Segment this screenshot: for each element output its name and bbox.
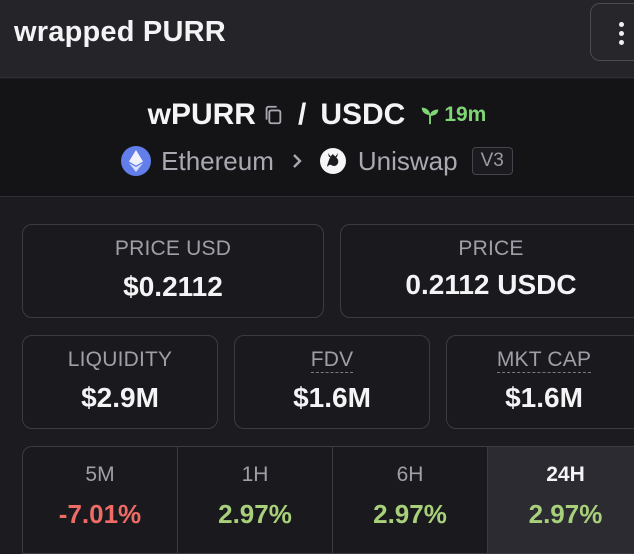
price-value: 0.2112 USDC bbox=[405, 269, 577, 300]
quote-token-symbol: USDC bbox=[320, 98, 406, 131]
price-usd-value: $0.2112 bbox=[123, 271, 223, 302]
timeframe-label: 5M bbox=[85, 463, 115, 486]
fdv-value: $1.6M bbox=[293, 382, 371, 413]
timeframe-6h[interactable]: 6H 2.97% bbox=[333, 447, 488, 553]
fdv-label-text[interactable]: FDV bbox=[310, 348, 354, 373]
market-cap-label-text[interactable]: MKT CAP bbox=[496, 348, 592, 373]
liquidity-card: LIQUIDITY $2.9M bbox=[22, 335, 218, 429]
kebab-menu-icon bbox=[619, 22, 625, 46]
timeframe-24h[interactable]: 24H 2.97% bbox=[488, 447, 634, 553]
fdv-label: FDV bbox=[235, 348, 429, 373]
price-usd-card: PRICE USD $0.2112 bbox=[22, 224, 324, 318]
timeframe-label: 6H bbox=[396, 463, 424, 486]
timeframe-5m[interactable]: 5M -7.01% bbox=[23, 447, 178, 553]
timeframe-label: 1H bbox=[241, 463, 269, 486]
more-options-button[interactable] bbox=[590, 3, 634, 61]
pair-separator: / bbox=[297, 98, 307, 131]
chain-name[interactable]: Ethereum bbox=[161, 145, 274, 176]
pair-age: 19m bbox=[419, 103, 486, 127]
price-card: PRICE 0.2112 USDC bbox=[340, 224, 634, 318]
price-label: PRICE bbox=[458, 237, 524, 260]
ethereum-icon bbox=[121, 146, 152, 176]
market-cap-card[interactable]: MKT CAP $1.6M bbox=[446, 335, 634, 429]
timeframe-label: 24H bbox=[546, 463, 585, 486]
price-usd-label: PRICE USD bbox=[114, 237, 232, 260]
seedling-icon bbox=[422, 107, 439, 125]
pair-info: wPURR / USDC 19m Ethereum bbox=[0, 79, 634, 197]
liquidity-value: $2.9M bbox=[81, 382, 159, 413]
market-cap-value: $1.6M bbox=[505, 382, 583, 413]
copy-icon[interactable] bbox=[262, 104, 284, 126]
timeframe-change: 2.97% bbox=[373, 499, 447, 529]
pair-age-value: 19m bbox=[444, 103, 487, 126]
token-header: wrapped PURR bbox=[0, 0, 634, 78]
fdv-card[interactable]: FDV $1.6M bbox=[234, 335, 430, 429]
base-token-symbol: wPURR bbox=[147, 98, 256, 131]
token-title: wrapped PURR bbox=[14, 16, 226, 48]
timeframe-change: -7.01% bbox=[58, 499, 142, 529]
liquidity-label: LIQUIDITY bbox=[67, 348, 173, 371]
dex-version-badge: V3 bbox=[471, 147, 513, 175]
timeframe-1h[interactable]: 1H 2.97% bbox=[178, 447, 333, 553]
pair-line: wPURR / USDC 19m bbox=[0, 97, 634, 133]
dex-name[interactable]: Uniswap bbox=[357, 145, 458, 176]
price-change-timeframes: 5M -7.01% 1H 2.97% 6H 2.97% 24H 2.97% bbox=[22, 446, 634, 554]
timeframe-change: 2.97% bbox=[528, 499, 603, 529]
market-cap-label: MKT CAP bbox=[447, 348, 634, 373]
uniswap-icon bbox=[319, 148, 346, 174]
chevron-right-icon bbox=[293, 154, 302, 168]
timeframe-change: 2.97% bbox=[218, 499, 292, 529]
chain-dex-line: Ethereum Uniswap V3 bbox=[0, 141, 634, 181]
